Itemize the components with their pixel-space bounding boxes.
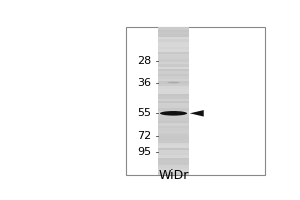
Bar xyxy=(158,86,189,89)
Bar xyxy=(158,76,189,79)
Bar xyxy=(158,81,189,84)
Bar xyxy=(158,91,189,94)
Text: 55: 55 xyxy=(137,108,152,118)
Bar xyxy=(126,27,266,175)
Bar xyxy=(158,69,189,71)
Bar xyxy=(158,155,189,158)
Bar xyxy=(158,133,189,135)
Bar xyxy=(158,113,189,116)
Bar xyxy=(158,121,189,123)
Bar xyxy=(158,34,189,37)
Bar xyxy=(158,89,189,91)
Bar xyxy=(158,106,189,108)
Bar xyxy=(158,131,189,133)
Bar xyxy=(158,52,189,54)
Bar xyxy=(158,27,189,175)
Bar xyxy=(158,79,189,81)
Text: WiDr: WiDr xyxy=(158,169,189,182)
Bar xyxy=(158,143,189,145)
Bar xyxy=(158,168,189,170)
Bar xyxy=(158,57,189,59)
Bar xyxy=(158,116,189,118)
Bar xyxy=(158,170,189,172)
Bar xyxy=(158,123,189,126)
Bar xyxy=(158,101,189,103)
Text: 95: 95 xyxy=(137,147,152,157)
Bar xyxy=(158,145,189,148)
Bar xyxy=(158,37,189,39)
Text: 28: 28 xyxy=(137,56,152,66)
Bar xyxy=(158,42,189,44)
Bar xyxy=(158,62,189,64)
Bar xyxy=(158,103,189,106)
Bar xyxy=(158,118,189,121)
Bar xyxy=(158,32,189,34)
Bar xyxy=(158,172,189,175)
Bar xyxy=(158,44,189,47)
Bar xyxy=(158,39,189,42)
Bar xyxy=(158,160,189,163)
Bar xyxy=(158,74,189,76)
Bar xyxy=(158,158,189,160)
Bar xyxy=(158,148,189,150)
Bar xyxy=(158,47,189,49)
Bar xyxy=(158,140,189,143)
Bar xyxy=(158,27,189,30)
Bar xyxy=(158,64,189,67)
Bar xyxy=(158,126,189,128)
Bar xyxy=(158,153,189,155)
Bar xyxy=(158,30,189,32)
Bar xyxy=(158,163,189,165)
Bar xyxy=(158,150,189,153)
Text: 36: 36 xyxy=(137,78,152,88)
Bar xyxy=(158,165,189,168)
Bar xyxy=(158,67,189,69)
Bar xyxy=(158,49,189,52)
Bar xyxy=(158,84,189,86)
Ellipse shape xyxy=(167,82,180,83)
Bar xyxy=(158,128,189,131)
Bar xyxy=(158,138,189,140)
Bar xyxy=(158,71,189,74)
Bar xyxy=(158,94,189,96)
Bar xyxy=(158,111,189,113)
Bar xyxy=(158,108,189,111)
Ellipse shape xyxy=(160,111,187,116)
Bar xyxy=(158,54,189,57)
Bar xyxy=(158,96,189,99)
Bar xyxy=(158,59,189,62)
Bar xyxy=(158,99,189,101)
Polygon shape xyxy=(190,110,204,117)
Bar xyxy=(158,135,189,138)
Text: 72: 72 xyxy=(137,131,152,141)
